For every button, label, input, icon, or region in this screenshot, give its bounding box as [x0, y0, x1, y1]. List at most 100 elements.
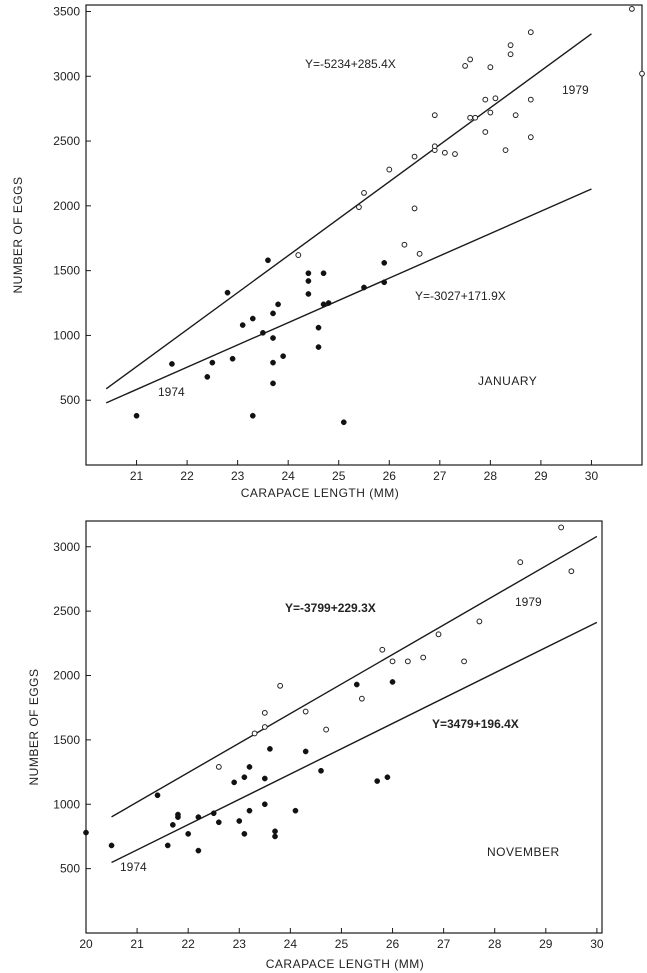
- x-tick-label: 26: [383, 469, 397, 483]
- january-regression-lines: [105, 33, 592, 404]
- data-point-1979: [435, 631, 442, 638]
- data-point-1974: [224, 289, 231, 296]
- data-point-1979: [379, 646, 386, 653]
- y-tick-label: 3000: [53, 540, 80, 554]
- data-point-1974: [270, 335, 276, 341]
- x-tick-label: 30: [590, 937, 604, 951]
- data-point-1974: [318, 767, 324, 774]
- y-tick-label: 1500: [53, 264, 80, 278]
- data-point-1974: [389, 679, 396, 685]
- data-point-1979: [568, 568, 575, 575]
- data-point-1979: [527, 29, 534, 36]
- y-tick-label: 2000: [53, 669, 80, 683]
- data-point-1979: [452, 151, 458, 157]
- november-regression-lines: [111, 535, 598, 864]
- january-1979-series-label: 1979: [562, 83, 589, 97]
- january-1974-series-label: 1974: [158, 385, 185, 399]
- data-point-1974: [175, 811, 181, 818]
- data-point-1979: [389, 658, 396, 665]
- x-tick-label: 22: [181, 937, 195, 951]
- january-1974-equation: Y=-3027+171.9X: [415, 289, 506, 303]
- data-point-1974: [320, 270, 327, 277]
- data-point-1979: [502, 147, 509, 154]
- january-x-axis-label: CARAPACE LENGTH (MM): [241, 486, 399, 500]
- data-point-1974: [381, 260, 388, 266]
- data-point-1979: [361, 189, 367, 196]
- data-point-1974: [241, 831, 248, 837]
- data-point-1974: [292, 807, 299, 814]
- x-tick-label: 22: [180, 469, 194, 483]
- data-point-1974: [381, 279, 388, 286]
- x-tick-label: 28: [484, 469, 498, 483]
- data-point-1979: [512, 112, 519, 119]
- data-point-1974: [305, 291, 312, 297]
- data-point-1974: [195, 847, 202, 854]
- y-tick-label: 2500: [53, 134, 80, 148]
- x-tick-label: 23: [231, 469, 245, 483]
- data-point-1979: [356, 204, 362, 211]
- data-point-1974: [241, 774, 248, 781]
- data-point-1979: [386, 166, 393, 173]
- november-y-axis-label: NUMBER OF EGGS: [27, 668, 41, 785]
- data-point-1974: [305, 278, 312, 284]
- november-plot-frame: [85, 520, 603, 934]
- x-tick-label: 20: [79, 937, 93, 951]
- data-point-1974: [246, 807, 253, 814]
- x-tick-label: 30: [585, 469, 599, 483]
- january-points: [133, 5, 645, 426]
- data-point-1974: [325, 300, 332, 306]
- data-point-1979: [558, 524, 565, 531]
- data-point-1974: [83, 829, 89, 836]
- y-tick-label: 500: [60, 393, 80, 407]
- data-point-1979: [431, 143, 438, 150]
- data-point-1974: [302, 748, 309, 755]
- x-tick-label: 24: [282, 469, 296, 483]
- data-point-1974: [261, 801, 268, 808]
- data-point-1979: [487, 109, 494, 116]
- x-tick-label: 23: [233, 937, 247, 951]
- regression-line-1979: [105, 33, 592, 390]
- data-point-1974: [236, 818, 243, 824]
- data-point-1974: [315, 324, 322, 331]
- january-panel: 21 22 23 24 25 26 27 28 29 30 500 1000 1500 2000 2500…: [11, 4, 645, 500]
- data-point-1974: [133, 412, 140, 419]
- data-point-1974: [275, 301, 281, 308]
- data-point-1979: [462, 63, 468, 69]
- data-point-1974: [305, 270, 312, 277]
- x-tick-label: 29: [539, 937, 553, 951]
- data-point-1979: [251, 730, 258, 737]
- x-tick-label: 25: [332, 469, 346, 483]
- data-point-1979: [431, 112, 438, 119]
- data-point-1979: [482, 96, 489, 103]
- data-point-1974: [246, 764, 253, 770]
- y-tick-label: 1500: [53, 733, 80, 747]
- data-point-1979: [487, 64, 494, 71]
- data-point-1979: [277, 682, 284, 689]
- data-point-1974: [261, 775, 268, 782]
- data-point-1974: [154, 792, 161, 799]
- regression-line-1979: [111, 535, 598, 818]
- data-point-1979: [492, 95, 499, 102]
- data-point-1974: [170, 822, 176, 828]
- data-point-1979: [472, 114, 479, 121]
- data-point-1974: [315, 344, 322, 350]
- data-point-1974: [231, 779, 238, 786]
- data-point-1979: [517, 559, 524, 566]
- y-tick-label: 2000: [53, 199, 80, 213]
- x-tick-label: 27: [433, 469, 447, 483]
- x-tick-label: 24: [284, 937, 298, 951]
- data-point-1974: [270, 359, 276, 366]
- data-point-1979: [507, 51, 514, 58]
- data-point-1979: [295, 252, 302, 258]
- data-point-1974: [374, 778, 381, 784]
- november-x-axis-label: CARAPACE LENGTH (MM): [266, 957, 424, 971]
- data-point-1974: [384, 774, 391, 781]
- x-tick-label: 29: [534, 469, 548, 483]
- january-y-axis-label: NUMBER OF EGGS: [11, 176, 25, 293]
- x-tick-label: 28: [488, 937, 502, 951]
- data-point-1974: [210, 810, 217, 817]
- y-tick-label: 2500: [53, 604, 80, 618]
- x-tick-label: 21: [130, 469, 144, 483]
